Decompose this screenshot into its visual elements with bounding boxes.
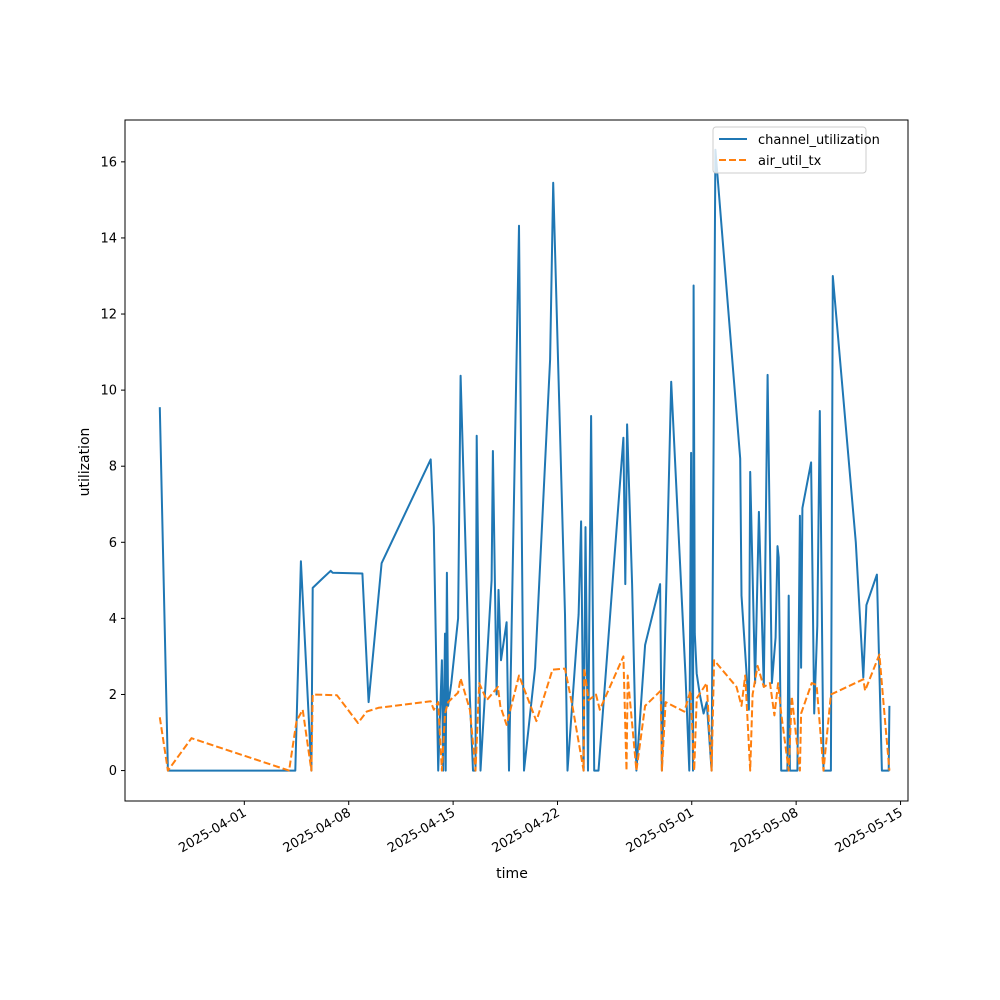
y-tick-label: 0 bbox=[109, 764, 117, 779]
series-line-channel-utilization bbox=[158, 148, 891, 772]
y-tick-label: 10 bbox=[100, 384, 117, 399]
legend-label-air-util-tx: air_util_tx bbox=[758, 154, 822, 169]
y-axis-title: utilization bbox=[77, 428, 93, 497]
legend-frame bbox=[712, 126, 867, 174]
y-tick-label: 14 bbox=[100, 231, 117, 246]
legend-label-channel-utilization: channel_utilization bbox=[758, 133, 880, 148]
y-tick-label: 16 bbox=[100, 155, 117, 170]
y-tick-label: 8 bbox=[109, 460, 117, 475]
legend: channel_utilization air_util_tx bbox=[712, 126, 880, 174]
plot-frame bbox=[124, 119, 909, 802]
y-tick-label: 2 bbox=[109, 688, 117, 703]
y-tick-label: 6 bbox=[109, 536, 117, 551]
series-line-air-util-tx bbox=[158, 653, 891, 772]
x-axis-title: time bbox=[496, 866, 528, 882]
y-tick-label: 12 bbox=[100, 308, 117, 323]
y-tick-label: 4 bbox=[109, 612, 117, 627]
series-layer bbox=[158, 148, 891, 772]
